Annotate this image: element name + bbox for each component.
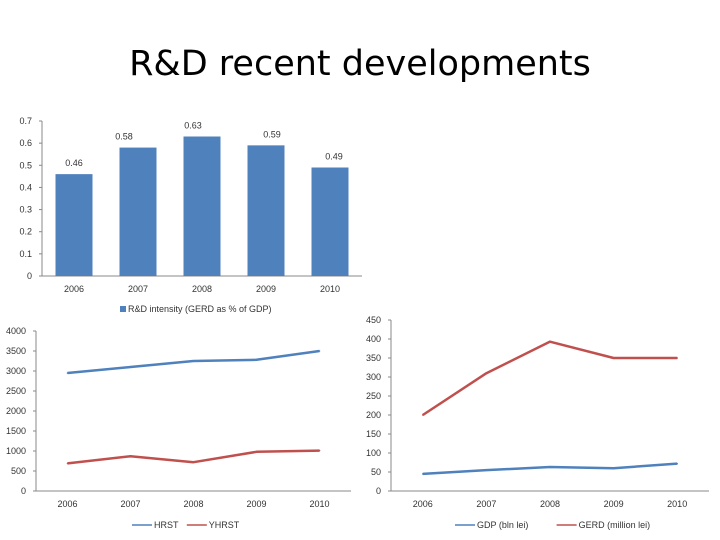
bar-y-tick-label: 0.1 [19, 249, 32, 259]
bar [55, 174, 93, 276]
line2-y-tick-label: 300 [366, 372, 381, 382]
line1-x-tick-label: 2008 [183, 499, 203, 509]
line1-y-tick-label: 3000 [6, 366, 26, 376]
bar [119, 147, 157, 276]
line1-data-point [66, 372, 69, 374]
bar-x-tick-label: 2007 [128, 284, 148, 294]
line1-y-tick-label: 1000 [6, 446, 26, 456]
bar-x-tick-label: 2009 [256, 284, 276, 294]
line1-legend-label: YHRST [209, 520, 240, 530]
bar-legend-swatch [120, 306, 126, 312]
line2-y-tick-label: 400 [366, 334, 381, 344]
line2-series-line [422, 462, 678, 476]
line2-x-tick-label: 2007 [476, 499, 496, 509]
bar-y-tick-label: 0.6 [19, 138, 32, 148]
bar-data-label: 0.49 [325, 152, 343, 162]
line2-data-point [676, 462, 678, 465]
bar-y-tick-label: 0.7 [19, 116, 32, 126]
line-chart-gdp-gerd: 0 50 100 150 200 250 300 350 400 450 2006 2007 2008 2… [366, 315, 709, 530]
line1-x-tick-label: 2007 [120, 499, 140, 509]
line2-y-tick-label: 100 [366, 448, 381, 458]
line1-y-tick-label: 500 [11, 466, 26, 476]
line1-data-point [129, 366, 132, 368]
line1-y-tick-label: 1500 [6, 426, 26, 436]
line1-y-tick-label: 0 [21, 486, 26, 496]
line1-y-tick-label: 3500 [6, 346, 26, 356]
line2-data-point [485, 372, 488, 375]
line2-legend-label: GERD (million lei) [579, 520, 651, 530]
bar-x-tick-label: 2010 [320, 284, 340, 294]
line1-y-tick-label: 4000 [6, 326, 26, 336]
bar-data-label: 0.63 [184, 121, 202, 131]
line-chart-hrst: 0 500 1000 1500 2000 2500 3000 3500 4000 2006 2007… [6, 326, 351, 530]
line1-data-point [255, 359, 258, 361]
line1-data-point [192, 360, 195, 362]
bar [311, 167, 349, 276]
line1-data-point [318, 350, 321, 352]
bar-x-tick-label: 2008 [192, 284, 212, 294]
line2-data-point [676, 357, 678, 359]
line1-legend-label: HRST [154, 520, 179, 530]
line1-series-line [67, 349, 320, 375]
bar-data-label: 0.46 [65, 158, 83, 168]
line2-x-tick-label: 2008 [540, 499, 560, 509]
line2-data-point [485, 469, 488, 471]
bar-y-tick-label: 0 [27, 271, 32, 281]
line2-data-point [612, 467, 615, 470]
line2-y-tick-label: 50 [371, 467, 381, 477]
line2-y-tick-label: 0 [376, 486, 381, 496]
line2-x-tick-label: 2006 [413, 499, 433, 509]
line1-data-point [129, 455, 132, 458]
line2-data-point [549, 466, 551, 468]
line1-data-point [255, 451, 258, 453]
line1-y-tick-label: 2500 [6, 386, 26, 396]
bar-x-tick-label: 2006 [64, 284, 84, 294]
line2-legend-label: GDP (bln lei) [477, 520, 528, 530]
line2-data-point [422, 414, 424, 416]
bar [183, 136, 221, 276]
line1-data-point [318, 449, 321, 452]
line1-x-tick-label: 2010 [309, 499, 329, 509]
line2-data-point [422, 473, 424, 475]
line1-data-point [66, 462, 69, 465]
line2-series-line [422, 340, 678, 417]
bar-data-label: 0.59 [263, 129, 281, 139]
bar-y-tick-label: 0.5 [19, 160, 32, 170]
line2-y-tick-label: 350 [366, 353, 381, 363]
bar [247, 145, 285, 276]
bar-y-tick-label: 0.3 [19, 205, 32, 215]
line2-y-tick-label: 450 [366, 315, 381, 325]
line2-x-tick-label: 2010 [667, 499, 687, 509]
line2-data-point [549, 340, 551, 343]
line1-x-tick-label: 2009 [246, 499, 266, 509]
bar-data-label: 0.58 [115, 132, 133, 142]
line2-x-tick-label: 2009 [604, 499, 624, 509]
bar-y-tick-label: 0.4 [19, 182, 32, 192]
line2-y-tick-label: 200 [366, 410, 381, 420]
line1-y-tick-label: 2000 [6, 406, 26, 416]
line1-data-point [192, 461, 195, 464]
line2-data-point [612, 357, 615, 359]
bar-chart-rd-intensity: 0 0.1 0.2 0.3 0.4 0.5 0.6 0.7 0.46 2006 0.58 2007 0.… [19, 116, 362, 314]
page-title: R&D recent developments [129, 44, 591, 84]
bar-y-tick-label: 0.2 [19, 227, 32, 237]
line2-y-tick-label: 250 [366, 391, 381, 401]
bar-legend-label: R&D intensity (GERD as % of GDP) [128, 304, 272, 314]
line2-y-tick-label: 150 [366, 429, 381, 439]
line1-x-tick-label: 2006 [57, 499, 77, 509]
